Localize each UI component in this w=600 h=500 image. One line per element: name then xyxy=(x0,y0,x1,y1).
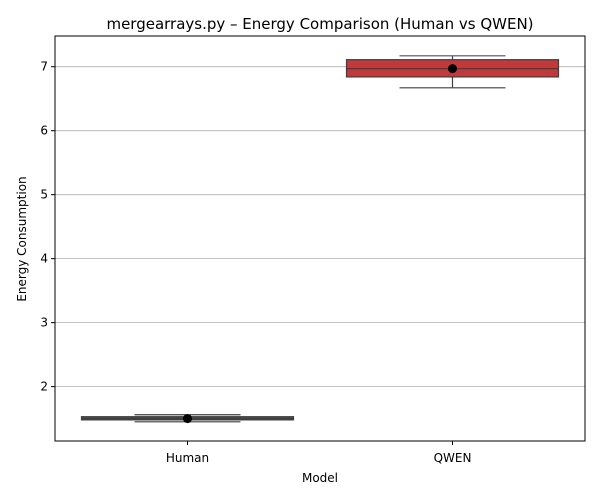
y-axis-ticks: 2 3 4 5 6 7 xyxy=(40,60,55,394)
x-axis-label: Model xyxy=(302,471,338,485)
x-axis-ticks: Human QWEN xyxy=(166,441,472,465)
chart-title: mergearrays.py – Energy Comparison (Huma… xyxy=(106,15,533,33)
y-tick-label: 6 xyxy=(40,124,48,138)
x-tick-label: Human xyxy=(166,451,209,465)
box-human xyxy=(80,414,295,424)
boxes xyxy=(80,55,560,424)
box-qwen xyxy=(345,55,560,89)
plot-frame xyxy=(54,35,586,442)
y-axis-label: Energy Consumption xyxy=(15,176,29,301)
x-tick-label: QWEN xyxy=(434,451,472,465)
y-tick-label: 2 xyxy=(40,380,48,394)
y-tick-label: 7 xyxy=(40,60,48,74)
y-tick-label: 5 xyxy=(40,188,48,202)
y-tick-label: 4 xyxy=(40,252,48,266)
y-tick-label: 3 xyxy=(40,316,48,330)
grid-lines xyxy=(55,66,585,388)
mean-marker xyxy=(183,414,192,424)
mean-marker xyxy=(448,64,457,74)
